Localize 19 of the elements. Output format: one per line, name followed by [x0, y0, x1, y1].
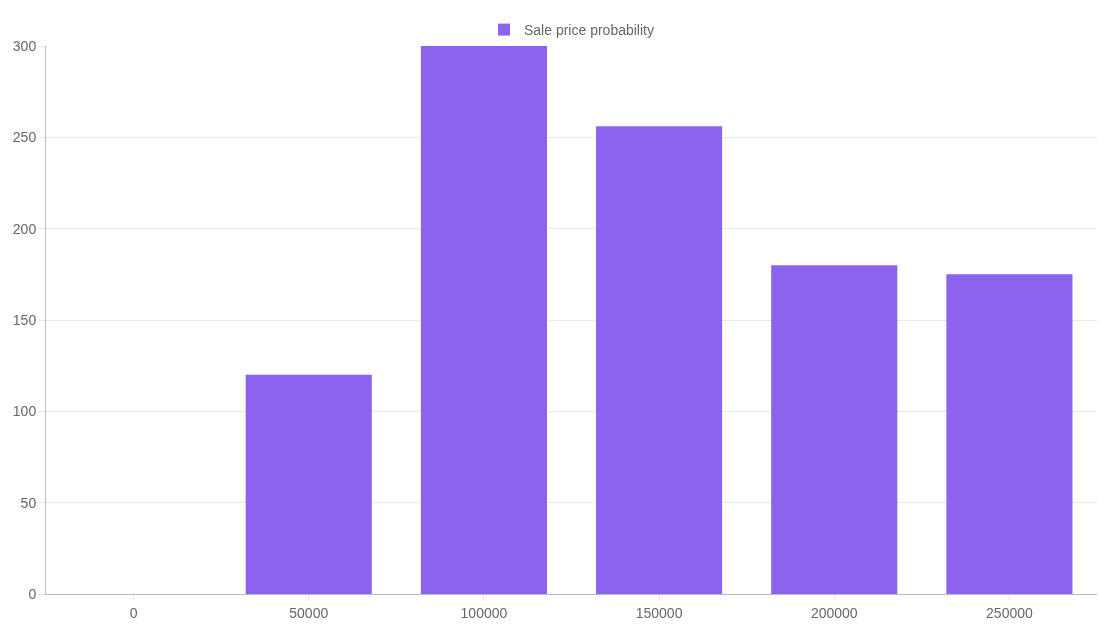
y-tick-label: 50 [20, 494, 37, 511]
bar [596, 126, 723, 594]
x-tick-label: 250000 [986, 604, 1033, 621]
y-tick-label: 0 [28, 585, 37, 602]
y-tick-label: 100 [12, 403, 37, 420]
bar [771, 265, 898, 594]
legend-label: Sale price probability [524, 22, 654, 39]
bar [946, 274, 1073, 594]
x-tick-label: 200000 [810, 604, 858, 621]
y-tick-label: 250 [12, 129, 37, 146]
y-tick-label: 150 [12, 311, 37, 328]
y-tick-label: 200 [12, 220, 37, 237]
x-tick-label: 100000 [460, 604, 508, 621]
x-tick-label: 0 [129, 604, 138, 621]
bar [245, 374, 372, 594]
y-tick-label: 300 [12, 37, 37, 54]
bar [420, 46, 547, 594]
x-tick-label: 150000 [635, 604, 683, 621]
x-tick-label: 50000 [289, 604, 329, 621]
